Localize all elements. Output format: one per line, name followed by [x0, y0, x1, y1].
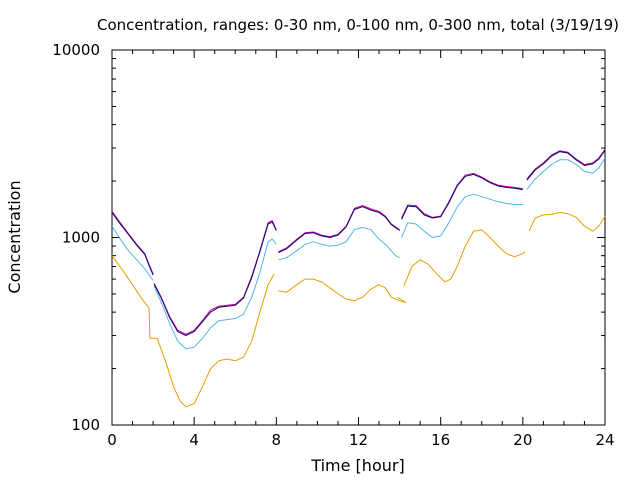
series-1-line	[278, 227, 400, 261]
y-tick-label: 1000	[62, 229, 100, 247]
y-tick-label: 10000	[52, 41, 100, 59]
axis-ticks: 0 4 8 12 16 20 24 100 1000 10000	[52, 41, 614, 449]
series-0-line	[278, 278, 407, 303]
x-tick-label: 4	[189, 431, 199, 449]
series-0-line	[528, 212, 606, 232]
series-3-line	[278, 206, 400, 254]
series-3-line	[526, 149, 606, 181]
chart-title: Concentration, ranges: 0-30 nm, 0-100 nm…	[97, 16, 619, 34]
series-2-line	[278, 205, 400, 253]
x-tick-label: 8	[272, 431, 282, 449]
x-tick-label: 20	[513, 431, 532, 449]
series-2-line	[401, 172, 523, 219]
y-tick-label: 100	[71, 416, 100, 434]
series-0-line	[403, 229, 526, 287]
x-tick-label: 0	[107, 431, 117, 449]
series-1-line	[401, 193, 523, 238]
x-tick-label: 24	[595, 431, 614, 449]
series-3-line	[111, 212, 154, 276]
series-0-line	[111, 255, 275, 408]
series-group	[111, 149, 606, 408]
x-tick-label: 12	[349, 431, 368, 449]
series-1-line	[111, 225, 154, 281]
series-1-line	[153, 238, 277, 350]
x-tick-label: 16	[431, 431, 450, 449]
series-3-line	[153, 221, 277, 336]
y-axis-label: Concentration	[5, 180, 24, 293]
series-2-line	[526, 149, 606, 180]
series-3-line	[401, 173, 523, 220]
x-axis-label: Time [hour]	[310, 456, 404, 475]
plot-frame	[111, 49, 606, 426]
series-1-line	[526, 157, 606, 190]
